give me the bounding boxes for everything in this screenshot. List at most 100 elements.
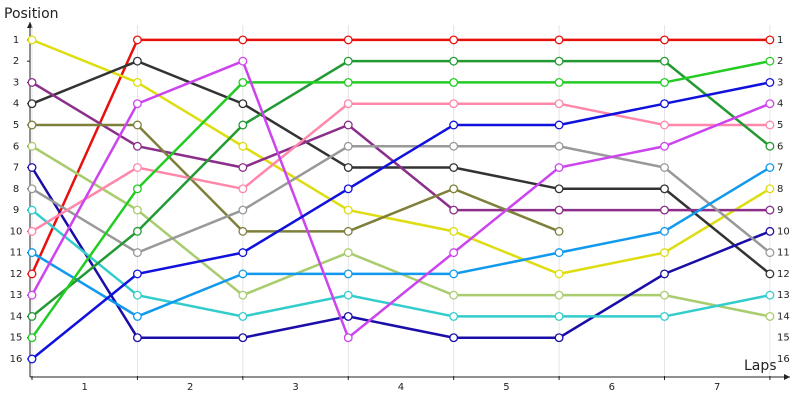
point [449,77,459,87]
y-tick-label: 4 [13,99,19,110]
point [449,248,459,258]
point [554,35,564,45]
point [449,290,459,300]
point [27,290,37,300]
point [27,269,37,279]
y-tick-label: 9 [13,205,19,216]
point [132,77,142,87]
x-tick-label: 5 [503,382,509,393]
point [343,120,353,130]
y-tick-label: 5 [13,120,19,131]
point [660,77,669,87]
point [554,248,564,258]
point [660,248,669,258]
point [238,248,248,258]
point [132,35,142,45]
point [238,99,248,109]
point [554,56,564,66]
y2-tick-label: 12 [777,269,790,280]
point [132,333,142,343]
point [449,269,459,279]
point [660,290,669,300]
point [660,163,669,172]
point [449,163,459,172]
point [27,248,37,258]
point [27,141,37,151]
y2-tick-label: 6 [777,141,783,152]
y-tick-label: 6 [13,141,19,152]
point [132,311,142,321]
point [765,77,775,87]
point [238,205,248,215]
x-tick-label: 6 [609,382,615,393]
point [27,77,37,87]
point [132,163,142,172]
point [554,141,564,151]
y-tick-label: 12 [10,269,23,280]
series-line [31,38,771,276]
series-line [30,59,771,340]
y-tick-label: 3 [13,77,19,88]
point [660,205,669,215]
point [554,77,564,87]
point [660,226,669,236]
y2-tick-label: 14 [777,311,790,322]
x-tick-label: 3 [292,382,298,393]
y-tick-label: 8 [13,184,19,195]
point [238,226,248,236]
point [238,333,248,343]
point [554,163,564,172]
point [343,205,353,215]
point [449,56,459,66]
y2-tick-label: 9 [777,205,783,216]
point [238,141,248,151]
point [449,311,459,321]
point [660,269,669,279]
point [554,269,564,279]
point [765,205,775,215]
point [765,311,775,321]
point [27,354,37,364]
point [238,184,248,194]
point [554,226,564,236]
point [660,141,669,151]
point [449,333,459,343]
point [27,120,37,130]
x-tick-label: 2 [187,382,193,393]
point [238,35,248,45]
point [343,248,353,258]
point [27,311,37,321]
point [27,35,37,45]
point [343,311,353,321]
y-tick-label: 13 [10,290,23,301]
point [343,56,353,66]
point [554,99,564,109]
point [238,163,248,172]
y-tick-label: 1 [13,35,19,46]
point [343,77,353,87]
y-tick-label: 11 [10,248,23,259]
point [554,333,564,343]
point [449,141,459,151]
point [660,56,669,66]
y2-tick-label: 11 [777,248,790,259]
point [660,311,669,321]
series-line [30,59,771,339]
point [343,269,353,279]
point [660,35,669,45]
y-tick-label: 2 [13,56,19,67]
point [238,269,248,279]
y2-tick-label: 13 [777,290,790,301]
x-tick-label: 4 [398,382,404,393]
point [765,120,775,130]
point [238,311,248,321]
point [343,163,353,172]
y2-tick-label: 8 [777,184,783,195]
point [132,205,142,215]
series-line [31,209,771,318]
point [660,120,669,130]
point [343,333,353,343]
series-line [30,38,770,275]
point [343,141,353,151]
